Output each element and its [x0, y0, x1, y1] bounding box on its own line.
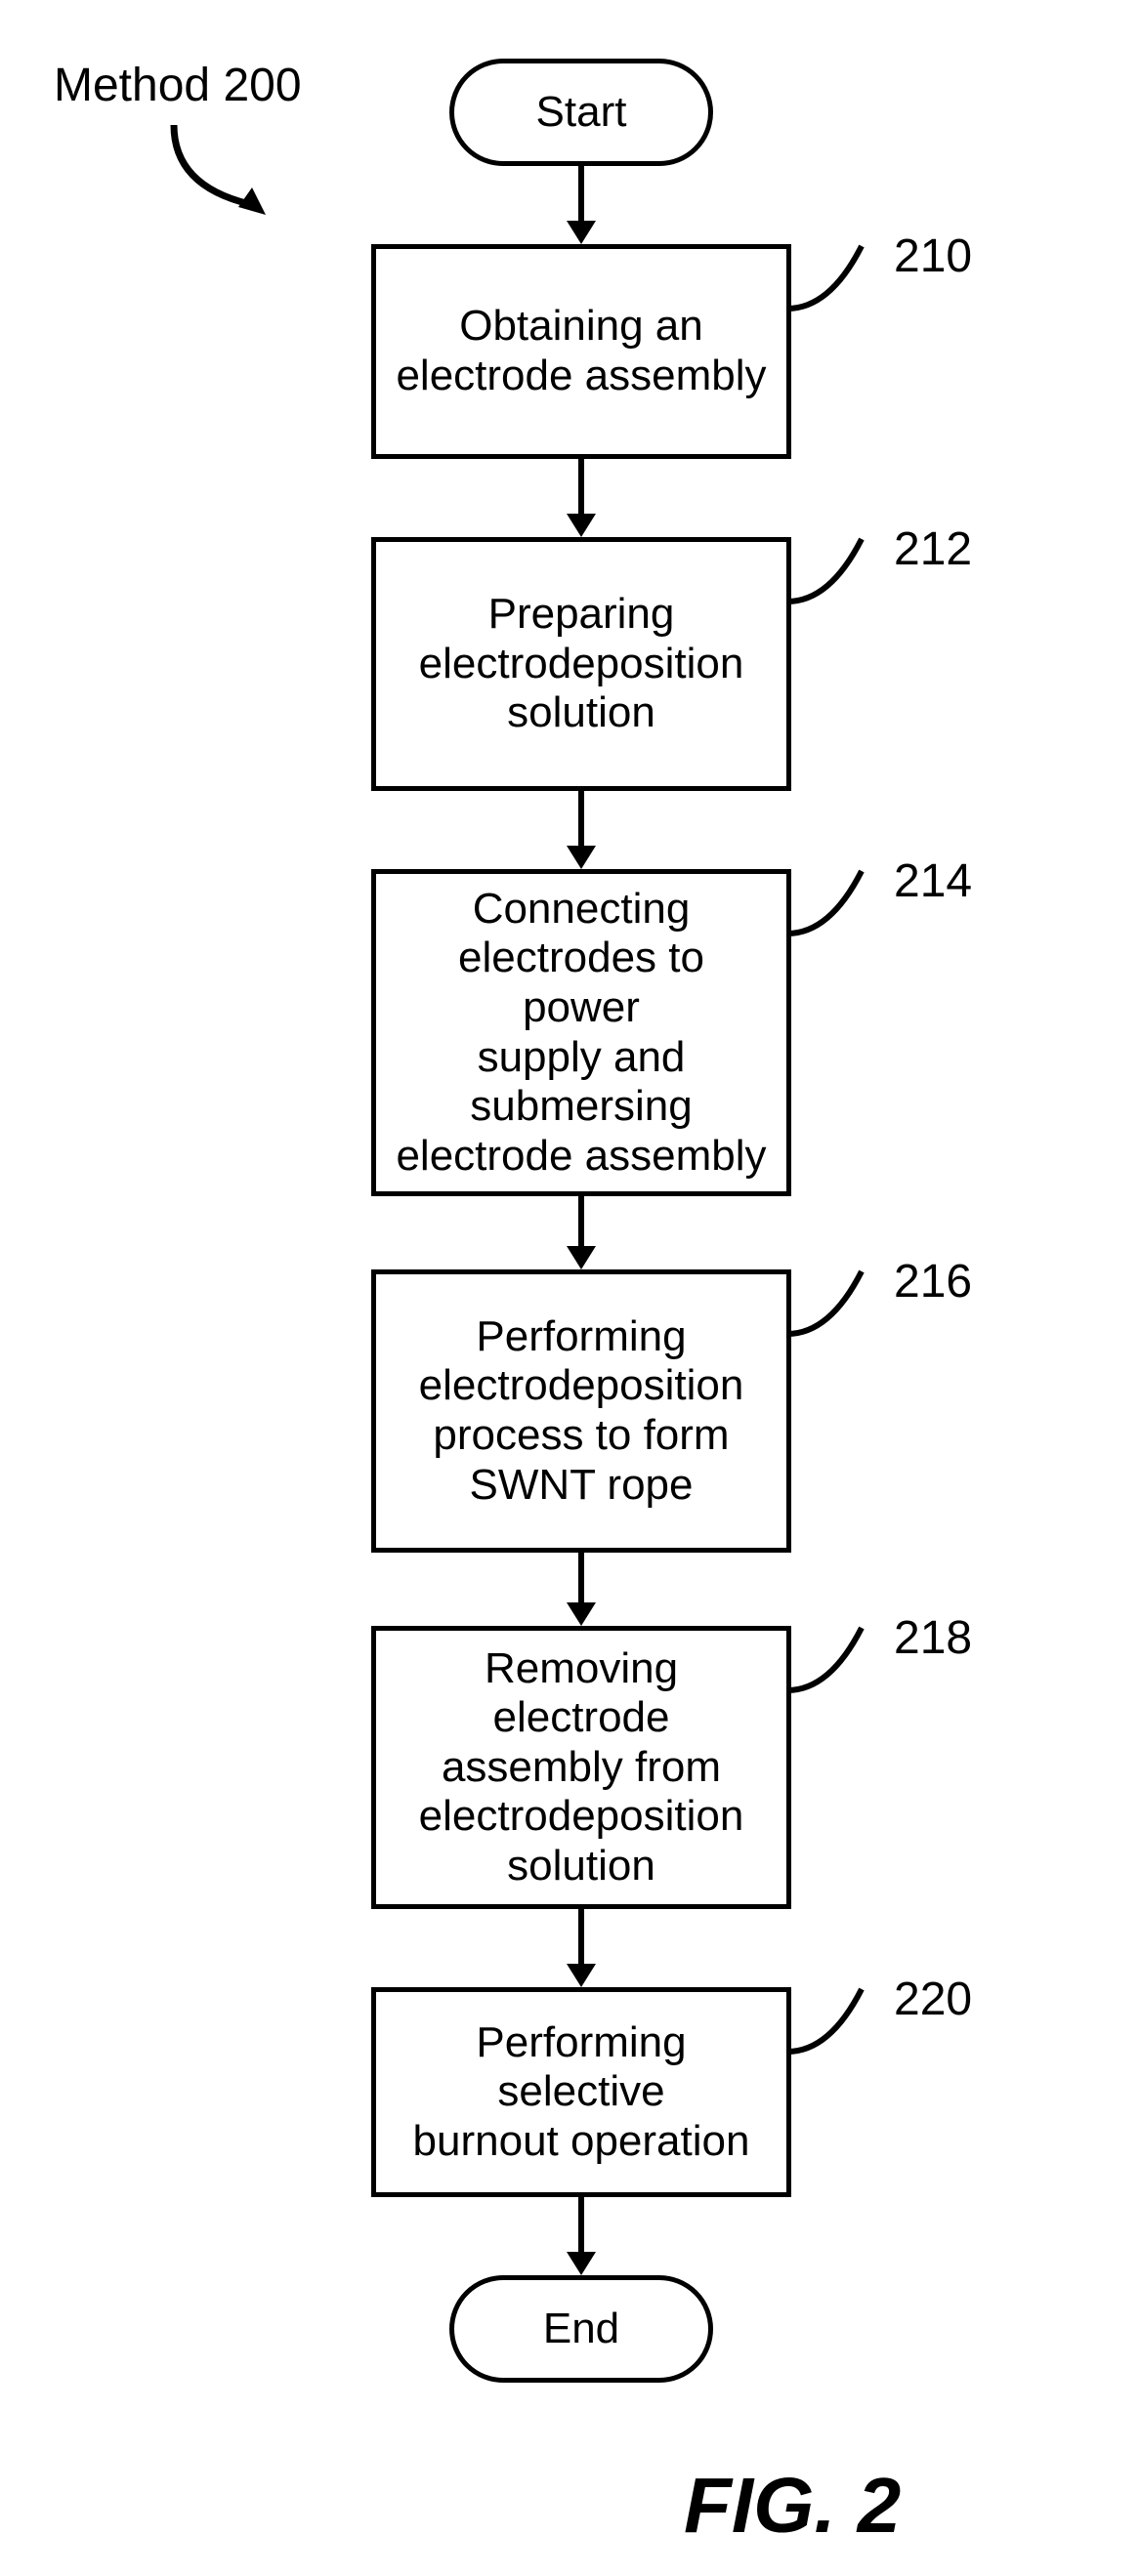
flow-arrow-5 [562, 1909, 601, 1987]
flow-step-220-number: 220 [894, 1973, 972, 2026]
flow-arrow-0 [562, 166, 601, 244]
method-label-pointer-arrow [166, 117, 274, 225]
flow-end-text: End [543, 2305, 619, 2354]
flow-step-216-callout [781, 1262, 869, 1340]
flow-arrow-3 [562, 1196, 601, 1269]
flow-step-216: Performing electrodeposition process to … [371, 1269, 791, 1553]
flow-step-218: Removing electrode assembly from electro… [371, 1626, 791, 1909]
flow-step-216-number: 216 [894, 1255, 972, 1309]
flow-step-218-text: Removing electrode assembly from electro… [396, 1644, 767, 1891]
flow-step-220-callout [781, 1979, 869, 2057]
flow-step-210-callout [781, 236, 869, 314]
page: Method 200 FIG. 2 Start Obtaining an elec… [0, 0, 1140, 2576]
flow-step-210-text: Obtaining an electrode assembly [396, 302, 766, 400]
flow-step-216-text: Performing electrodeposition process to … [419, 1312, 744, 1510]
flow-step-220: Performing selective burnout operation [371, 1987, 791, 2197]
flow-step-220-text: Performing selective burnout operation [396, 2018, 767, 2167]
flow-start: Start [449, 59, 713, 166]
flow-step-210-number: 210 [894, 229, 972, 283]
figure-caption: FIG. 2 [684, 2461, 901, 2551]
flow-step-214: Connecting electrodes to power supply an… [371, 869, 791, 1196]
flow-step-218-number: 218 [894, 1611, 972, 1665]
method-label: Method 200 [54, 59, 302, 112]
flow-step-210: Obtaining an electrode assembly [371, 244, 791, 459]
flow-arrow-6 [562, 2197, 601, 2275]
flow-arrow-2 [562, 791, 601, 869]
flow-step-212-number: 212 [894, 522, 972, 576]
flow-arrow-1 [562, 459, 601, 537]
flow-step-218-callout [781, 1618, 869, 1696]
flow-step-214-number: 214 [894, 854, 972, 908]
flow-step-212: Preparing electrodeposition solution [371, 537, 791, 791]
flow-start-text: Start [536, 88, 627, 138]
flow-step-212-callout [781, 529, 869, 607]
flow-arrow-4 [562, 1553, 601, 1626]
flow-step-212-text: Preparing electrodeposition solution [419, 590, 744, 738]
flow-step-214-text: Connecting electrodes to power supply an… [396, 885, 767, 1182]
flow-end: End [449, 2275, 713, 2383]
flow-step-214-callout [781, 861, 869, 939]
